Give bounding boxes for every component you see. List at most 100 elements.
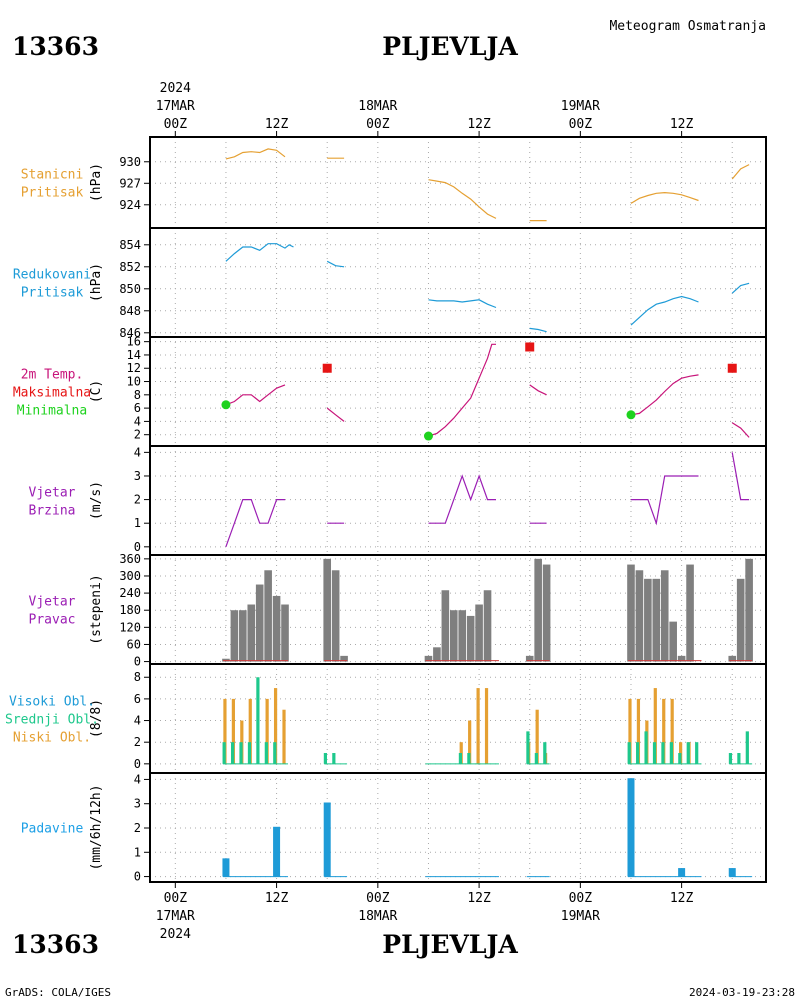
line-segment [326, 260, 345, 268]
cloud-mid-bar [273, 742, 277, 764]
cloud-mid-bar [222, 742, 226, 764]
cloud-low-bar [223, 698, 227, 764]
max-temp-marker [322, 363, 332, 373]
series-station_pressure [225, 148, 750, 222]
panel-label: Redukovani [13, 268, 91, 283]
cloud-low-bar [459, 742, 463, 764]
line-segment [428, 474, 496, 524]
unit-label: (hPa) [89, 163, 104, 202]
precip-bar [323, 802, 331, 877]
unit-label: (hPa) [89, 263, 104, 302]
wind-dir-bar [686, 564, 694, 662]
cloud-low-bar [653, 688, 657, 764]
panel-frame [149, 772, 767, 883]
y-tick-label: 4 [134, 772, 141, 786]
max-temp-marker [727, 363, 737, 373]
y-tick-label: 3 [134, 469, 141, 483]
wind-dir-bar [542, 564, 551, 662]
cloud-mid-bar [695, 742, 699, 764]
wind-dir-bar [728, 655, 737, 662]
cloud-mid-bar [644, 731, 648, 764]
wind-dir-bar [635, 570, 644, 662]
y-tick-label: 360 [119, 552, 141, 566]
panel-station_pressure: 924 927 930 (hPa) Stanicni Pritisak [21, 136, 767, 229]
chart-data-layer [221, 148, 753, 878]
cloud-mid-bar [264, 742, 268, 764]
series-wind_direction [222, 558, 753, 662]
wind-dir-bar [483, 590, 492, 662]
cloud-mid-bar [669, 742, 673, 764]
panel-label: Pritisak [21, 186, 84, 201]
cloud-low-bar [282, 709, 286, 764]
y-tick-label: 6 [134, 401, 141, 415]
precip-bar [678, 868, 686, 877]
panel-label: Minimalna [17, 404, 87, 419]
line-segment [731, 282, 750, 294]
panel-label: Pritisak [21, 286, 84, 301]
series-cloud_cover [222, 677, 753, 765]
footer-software: GrADS: COLA/IGES [5, 986, 111, 999]
cloud-mid-bar [256, 677, 260, 764]
wind-dir-bar [745, 558, 753, 662]
line-segment [529, 327, 547, 333]
wind-dir-bar [466, 615, 475, 662]
series-reduced_pressure [225, 243, 750, 333]
cloud-low-bar [662, 698, 666, 764]
y-tick-label: 6 [134, 692, 141, 706]
max-temp-marker [525, 342, 535, 352]
wind-dir-bar [736, 578, 745, 662]
cloud-low-bar [636, 698, 641, 764]
cloud-mid-bar [678, 753, 682, 764]
series-precipitation [222, 778, 753, 878]
cloud-low-bar [535, 709, 539, 764]
station-id-top: 13363 [12, 32, 99, 61]
station-name-top: PLJEVLJA [382, 32, 518, 61]
wind-dir-bar [281, 604, 289, 662]
panel-precipitation: 0 1 2 3 4 (mm/6h/12h) Padavine [21, 772, 767, 884]
min-temp-marker [221, 400, 231, 410]
station-name-bottom: PLJEVLJA [382, 930, 518, 959]
wind-dir-bar [677, 655, 686, 662]
y-tick-label: 180 [119, 603, 141, 617]
panel-label: Vjetar [29, 595, 76, 610]
x-date-label-bottom: 18MAR [358, 909, 397, 924]
x-date-label-bottom: 19MAR [561, 909, 600, 924]
panel-frame [149, 336, 767, 447]
x-year-label-bottom: 2024 [160, 927, 191, 942]
y-tick-label: 0 [134, 870, 141, 884]
line-segment [428, 179, 497, 219]
wind-dir-bar [255, 584, 264, 662]
y-tick-label: 14 [127, 348, 141, 362]
line-segment [225, 384, 286, 406]
cloud-low-bar [628, 698, 632, 764]
y-tick-label: 848 [119, 304, 141, 318]
cloud-mid-bar [737, 753, 741, 764]
wind-dir-bar [652, 578, 661, 662]
line-segment [225, 499, 285, 548]
line-segment [631, 475, 699, 526]
series-temperature [221, 342, 750, 441]
y-tick-label: 120 [119, 620, 141, 634]
x-hour-label-top: 12Z [265, 117, 289, 132]
x-hour-label-top: 12Z [467, 117, 491, 132]
panel-reduced_pressure: 846 848 850 852 854 (hPa)Redukovani Pritisak [13, 227, 767, 340]
unit-label: (m/s) [89, 481, 104, 520]
y-tick-label: 4 [134, 445, 141, 459]
station-id-bottom: 13363 [12, 930, 99, 959]
wind-dir-bar [424, 655, 433, 662]
cloud-mid-bar [526, 731, 530, 764]
cloud-mid-bar [543, 742, 547, 764]
y-tick-label: 4 [134, 714, 141, 728]
wind-dir-bar [644, 578, 652, 662]
series-wind_speed [225, 452, 750, 548]
y-tick-label: 300 [119, 569, 141, 583]
line-segment [630, 191, 699, 204]
x-date-label-bottom: 17MAR [156, 909, 195, 924]
panel-label: Pravac [29, 613, 76, 628]
y-tick-label: 2 [134, 735, 141, 749]
cloud-low-bar [468, 720, 472, 764]
y-tick-label: 4 [134, 414, 141, 428]
panel-label: Vjetar [29, 486, 76, 501]
x-date-label-top: 18MAR [358, 99, 397, 114]
